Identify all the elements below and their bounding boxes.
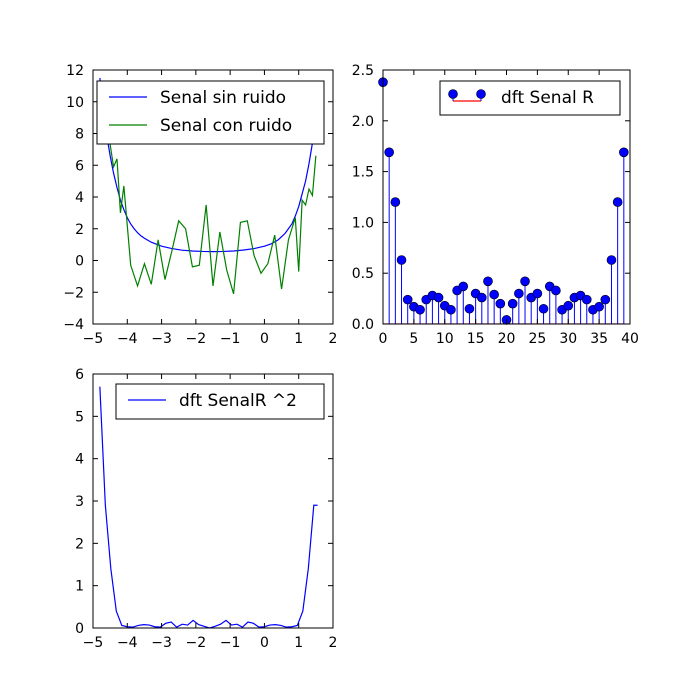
x-tick-label: −2 [186,331,207,347]
y-tick-label: 1.5 [352,165,374,181]
stem-marker [396,255,407,265]
x-tick-label: 10 [436,331,454,347]
legend: Senal sin ruido Senal con ruido [96,80,325,145]
x-tick-label: 0 [260,635,269,651]
legend-label: Senal con ruido [160,116,292,136]
stem-marker [612,197,623,207]
legend: dft Senal R [439,80,621,116]
stem-marker [507,298,518,309]
stem-marker [520,276,530,287]
stem-marker [594,301,604,312]
stem-marker [551,285,561,296]
legend-label: dft Senal R [501,88,594,108]
stem-marker [464,303,475,314]
x-tick-label: −4 [117,635,138,651]
y-tick-label: 2 [75,222,84,238]
x-tick-label: 2 [329,635,338,651]
legend-box [96,80,325,145]
x-tick-label: −2 [186,635,207,651]
x-tick-label: −1 [220,635,241,651]
stem-marker [489,289,499,300]
x-tick-label: 35 [590,331,608,347]
stem-marker [600,294,611,305]
x-tick-label: 25 [528,331,546,347]
subplot-2: 0 5 10 15 20 25 30 35 40 0.0 0.5 1.0 1.5 2.0 2.5 dft Se… [352,63,639,347]
stem-marker [415,304,425,315]
y-tick-label: 2.0 [352,114,374,130]
stem-marker [606,255,617,265]
y-tick-label: 6 [75,367,84,383]
stem-marker [581,294,592,305]
stem-marker [563,300,574,311]
legend-label: Senal sin ruido [160,88,286,108]
x-tick-label: 2 [329,331,338,347]
plot-area [99,77,317,295]
x-tick-label: −3 [151,635,172,651]
series-line-1 [99,386,318,628]
legend-marker [476,89,486,99]
plot-area [99,386,318,628]
stem-marker [495,298,506,309]
x-tick-label: −3 [151,331,172,347]
x-tick-label: 40 [621,331,639,347]
y-tick-label: 1.0 [352,215,374,231]
legend-box [115,383,325,420]
x-tick-label: −1 [220,331,241,347]
stem-marker [532,288,543,299]
x-tick-label: 15 [467,331,485,347]
stem-marker [458,281,469,292]
y-tick-label: 4 [75,452,84,468]
stem-marker [390,197,401,207]
stem-marker [402,294,413,305]
y-tick-label: 4 [75,190,84,206]
x-tick-label: 0 [260,331,269,347]
stem-marker [483,276,493,287]
x-tick-label: −4 [117,331,138,347]
y-tick-label: 0.5 [352,266,374,282]
stem-marker [433,292,444,303]
stem-marker [538,303,549,314]
x-tick-label: 5 [409,331,418,347]
x-tick-label: −5 [83,635,104,651]
x-tick-label: 30 [559,331,577,347]
y-tick-label: 8 [75,127,84,143]
plot-area [383,82,625,324]
stem-marker [619,147,629,158]
y-tick-label: 5 [75,409,84,425]
stem-marker [446,304,456,315]
y-tick-label: 10 [66,95,84,111]
subplot-3: −5 −4 −3 −2 −1 0 1 2 0 1 2 3 4 5 6 dft SenalR ^2 [75,367,337,651]
x-tick-label: 20 [498,331,516,347]
y-tick-label: 2 [75,536,84,552]
x-tick-label: −5 [83,331,104,347]
legend-box [439,80,621,116]
stem-marker [514,288,524,299]
stem-marker [476,292,487,303]
x-tick-label: 1 [294,635,303,651]
legend: dft SenalR ^2 [115,383,325,420]
y-tick-label: −2 [63,285,84,301]
y-tick-label: 12 [66,63,84,79]
x-tick-label: 0 [379,331,388,347]
legend-marker [448,89,458,99]
stem-marker [384,147,394,158]
y-tick-label: 1 [75,579,84,595]
y-tick-label: 0 [75,254,84,270]
series-line-1 [99,77,317,253]
y-tick-label: 6 [75,158,84,174]
y-tick-label: −4 [63,317,84,333]
y-tick-label: 3 [75,494,84,510]
y-tick-label: 2.5 [352,63,374,79]
legend-label: dft SenalR ^2 [179,391,297,411]
y-tick-label: 0 [75,621,84,637]
series-line-2 [99,85,317,295]
y-tick-label: 0.0 [352,317,374,333]
x-tick-label: 1 [294,331,303,347]
